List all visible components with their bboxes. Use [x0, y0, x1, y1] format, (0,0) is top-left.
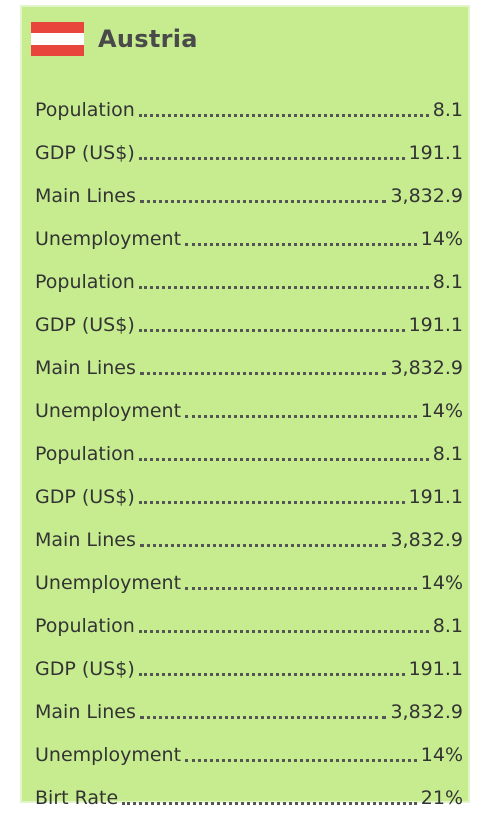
stat-value: 3,832.9 [390, 701, 463, 723]
leader [122, 802, 417, 805]
stat-row: Unemployment 14% [35, 386, 463, 429]
stat-label: Unemployment [35, 400, 182, 422]
stat-value: 14% [420, 400, 463, 422]
stat-value: 191.1 [408, 314, 463, 336]
stat-row: Population 8.1 [35, 429, 463, 472]
stat-label: Main Lines [35, 701, 136, 723]
stat-label: GDP (US$) [35, 142, 135, 164]
leader [139, 544, 387, 547]
stat-value: 8.1 [432, 443, 463, 465]
stat-row: Main Lines 3,832.9 [35, 687, 463, 730]
stat-label: GDP (US$) [35, 658, 135, 680]
stat-row: Main Lines 3,832.9 [35, 343, 463, 386]
leader [139, 200, 387, 203]
stat-row: Unemployment 14% [35, 214, 463, 257]
flag-stripe [31, 45, 84, 56]
leader [138, 501, 405, 504]
stat-value: 21% [420, 787, 463, 809]
stat-value: 14% [420, 228, 463, 250]
stat-label: Unemployment [35, 744, 182, 766]
stat-value: 8.1 [432, 271, 463, 293]
stat-label: Birt Rate [35, 787, 119, 809]
leader [185, 243, 417, 246]
stat-row: GDP (US$) 191.1 [35, 300, 463, 343]
stat-label: GDP (US$) [35, 486, 135, 508]
stat-row: GDP (US$) 191.1 [35, 644, 463, 687]
stats-list: Population 8.1 GDP (US$) 191.1 Main Lines 3,8… [35, 85, 463, 816]
stat-row: Main Lines 3,832.9 [35, 515, 463, 558]
leader [138, 630, 429, 633]
stat-label: Main Lines [35, 357, 136, 379]
stat-label: Population [35, 615, 135, 637]
leader [139, 716, 387, 719]
stat-row: Unemployment 14% [35, 558, 463, 601]
stat-value: 3,832.9 [390, 357, 463, 379]
leader [185, 415, 417, 418]
stat-label: Unemployment [35, 572, 182, 594]
stat-row: Main Lines 3,832.9 [35, 171, 463, 214]
leader [185, 759, 417, 762]
leader [139, 372, 387, 375]
stat-value: 3,832.9 [390, 185, 463, 207]
leader [138, 157, 405, 160]
stat-row: GDP (US$) 191.1 [35, 472, 463, 515]
stat-value: 191.1 [408, 486, 463, 508]
stat-label: Main Lines [35, 529, 136, 551]
stat-value: 14% [420, 744, 463, 766]
stat-label: GDP (US$) [35, 314, 135, 336]
stat-row: GDP (US$) 191.1 [35, 128, 463, 171]
stat-value: 191.1 [408, 142, 463, 164]
stat-value: 3,832.9 [390, 529, 463, 551]
flag-stripe [31, 22, 84, 33]
stat-row: Population 8.1 [35, 601, 463, 644]
leader [138, 329, 405, 332]
stat-label: Population [35, 99, 135, 121]
country-panel: Austria Population 8.1 GDP (US$) 191.1 Main … [20, 5, 470, 809]
leader [138, 114, 429, 117]
leader [185, 587, 417, 590]
leader [138, 673, 405, 676]
stat-row: Birt Rate 21% [35, 773, 463, 816]
stat-label: Unemployment [35, 228, 182, 250]
stat-row: Population 8.1 [35, 257, 463, 300]
stat-value: 14% [420, 572, 463, 594]
stat-label: Population [35, 271, 135, 293]
stat-row: Population 8.1 [35, 85, 463, 128]
stat-row: Unemployment 14% [35, 730, 463, 773]
flag-stripe [31, 33, 84, 45]
leader [138, 458, 429, 461]
title: Austria [98, 25, 198, 53]
stat-label: Main Lines [35, 185, 136, 207]
flag [31, 22, 84, 56]
stat-value: 8.1 [432, 99, 463, 121]
stat-value: 191.1 [408, 658, 463, 680]
stat-value: 8.1 [432, 615, 463, 637]
stat-label: Population [35, 443, 135, 465]
leader [138, 286, 429, 289]
